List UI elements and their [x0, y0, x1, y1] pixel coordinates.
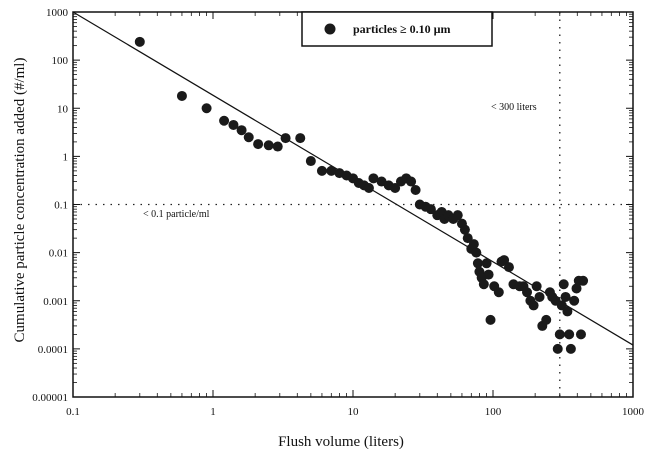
data-point [280, 133, 291, 144]
data-point [503, 262, 514, 273]
y-tick-label: 1 [63, 151, 69, 163]
data-point [368, 173, 379, 184]
data-point [531, 281, 542, 292]
data-point [560, 291, 571, 302]
data-point [564, 329, 575, 340]
y-tick-label: 100 [52, 55, 69, 67]
data-point [468, 239, 479, 250]
data-point [410, 185, 421, 196]
data-point [481, 258, 492, 269]
data-point [219, 115, 230, 126]
data-point [390, 183, 401, 194]
data-point [176, 90, 187, 101]
data-point [316, 165, 327, 176]
data-point [459, 224, 470, 235]
data-point [528, 300, 539, 311]
data-point [485, 314, 496, 325]
reference-line-label-x: < 300 liters [491, 102, 537, 113]
data-point [295, 133, 306, 144]
data-point [534, 291, 545, 302]
data-point [472, 258, 483, 269]
data-point [253, 139, 264, 150]
data-point [578, 275, 589, 286]
data-point [493, 287, 504, 298]
data-point [243, 132, 254, 143]
data-point [471, 247, 482, 258]
x-tick-label: 1000 [622, 406, 645, 418]
data-point [406, 176, 417, 187]
data-point [452, 210, 463, 221]
data-point [263, 140, 274, 151]
y-axis-title: Cumulative particle concentration added … [12, 58, 28, 343]
data-point [483, 269, 494, 280]
x-tick-label: 0.1 [66, 406, 80, 418]
reference-lines [73, 12, 633, 397]
legend-marker [324, 23, 336, 35]
data-point [478, 279, 489, 290]
y-tick-label: 10 [57, 103, 69, 115]
axis-ticks: 0.1 1 10 100 1000 0.00001 0.0001 0.001 0.01 0.1 1 1… [32, 7, 644, 418]
data-point [305, 156, 316, 167]
y-tick-label: 0.00001 [32, 392, 68, 404]
x-tick-label: 100 [485, 406, 502, 418]
data-point [363, 183, 374, 194]
x-tick-label: 10 [348, 406, 360, 418]
data-point [558, 279, 569, 290]
data-point [552, 343, 563, 354]
data-point [522, 287, 533, 298]
data-point [499, 255, 510, 266]
reference-line-label-y: < 0.1 particle/ml [143, 209, 210, 220]
legend-label: particles ≥ 0.10 µm [353, 22, 450, 36]
data-point [541, 314, 552, 325]
y-tick-label: 0.1 [54, 200, 68, 212]
data-point [326, 165, 337, 176]
x-tick-label: 1 [210, 406, 216, 418]
data-point [554, 329, 565, 340]
y-tick-label: 0.01 [49, 248, 68, 260]
data-point [562, 306, 573, 317]
y-tick-label: 1000 [46, 7, 69, 19]
y-tick-label: 0.001 [43, 296, 68, 308]
data-point [201, 103, 212, 114]
data-point [425, 204, 436, 215]
data-point [565, 343, 576, 354]
data-point [236, 125, 247, 136]
data-point [272, 141, 283, 152]
data-point [571, 283, 582, 294]
y-tick-label: 0.0001 [38, 344, 68, 356]
data-point [575, 329, 586, 340]
data-point [228, 119, 239, 130]
x-axis-title: Flush volume (liters) [278, 434, 404, 450]
data-point [569, 295, 580, 306]
legend: particles ≥ 0.10 µm [301, 11, 493, 47]
data-points [134, 36, 589, 354]
data-point [134, 36, 145, 47]
data-point [462, 233, 473, 244]
